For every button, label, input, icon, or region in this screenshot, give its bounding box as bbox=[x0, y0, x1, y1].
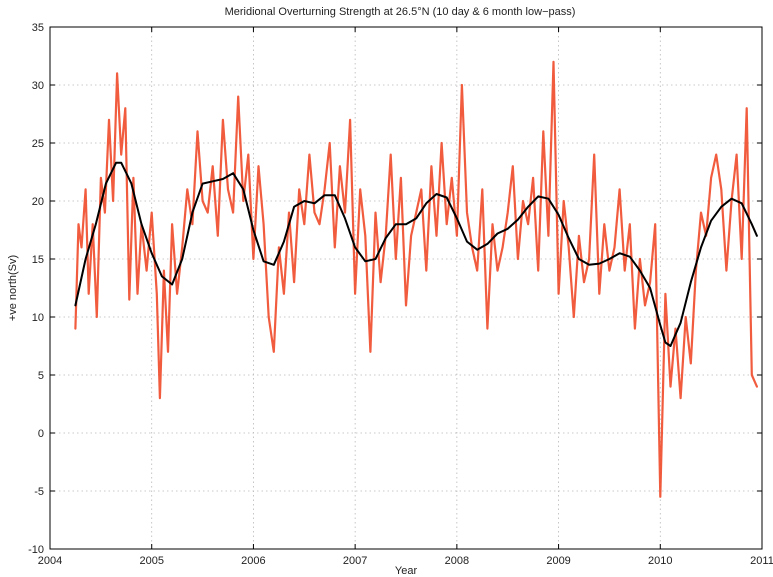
y-tick-label: 0 bbox=[38, 428, 44, 440]
y-tick-label: 15 bbox=[32, 254, 44, 266]
y-tick-label: -10 bbox=[28, 544, 44, 556]
plot-area bbox=[74, 60, 759, 498]
series-line-lowpass bbox=[74, 161, 758, 347]
x-tick-label: 2005 bbox=[139, 555, 163, 567]
y-tick-label: 30 bbox=[32, 80, 44, 92]
x-axis-label: Year bbox=[395, 565, 418, 577]
y-tick-label: 10 bbox=[32, 312, 44, 324]
y-tick-label: 25 bbox=[32, 138, 44, 150]
x-tick-label: 2011 bbox=[750, 555, 773, 567]
x-tick-label: 2009 bbox=[546, 555, 570, 567]
x-tick-label: 2004 bbox=[38, 555, 62, 567]
y-tick-label: 35 bbox=[32, 22, 44, 34]
chart-title: Meridional Overturning Strength at 26.5°… bbox=[225, 6, 576, 18]
x-ticks: 2004 2005 2006 2007 2008 2009 2010 2011 bbox=[38, 27, 773, 567]
y-tick-label: -5 bbox=[34, 486, 44, 498]
x-tick-label: 2007 bbox=[343, 555, 367, 567]
series-line-10day bbox=[74, 60, 759, 498]
axes-frame bbox=[49, 26, 763, 550]
x-tick-label: 2010 bbox=[648, 555, 672, 567]
y-axis-label: +ve north(Sv) bbox=[7, 255, 19, 321]
y-tick-label: 5 bbox=[38, 370, 44, 382]
x-tick-label: 2008 bbox=[445, 555, 469, 567]
x-tick-label: 2006 bbox=[241, 555, 265, 567]
y-tick-label: 20 bbox=[32, 196, 44, 208]
